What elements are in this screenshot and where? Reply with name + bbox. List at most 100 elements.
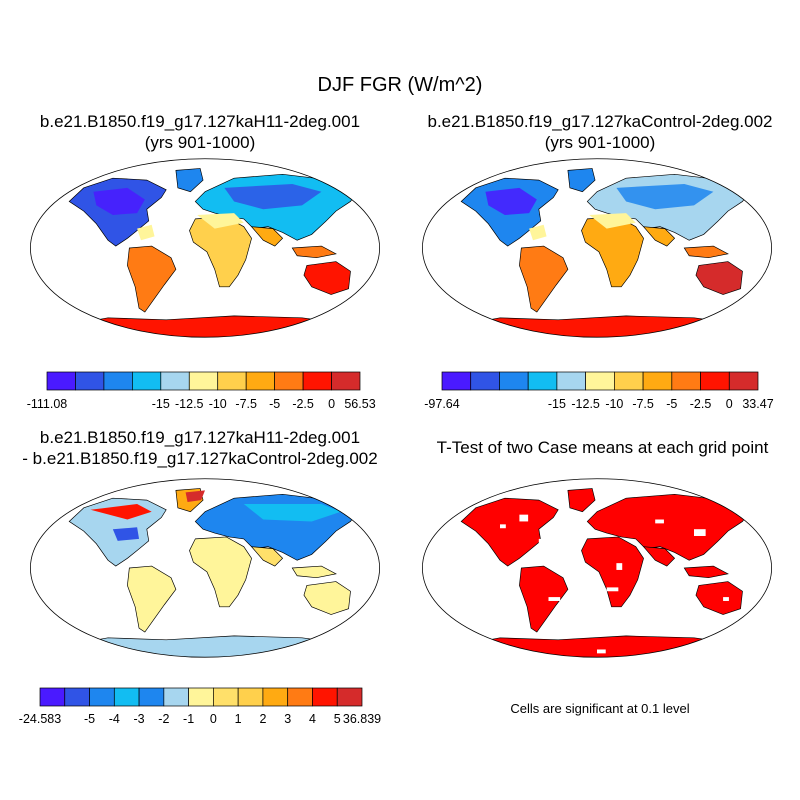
map-outline	[422, 158, 772, 338]
colorbar-swatch	[46, 371, 76, 391]
colorbar-label: 56.53	[344, 397, 375, 411]
colorbar-swatch	[642, 371, 673, 391]
colorbar-label: -1	[183, 712, 194, 726]
figure-title: DJF FGR (W/m^2)	[317, 74, 483, 96]
colorbar-swatch	[132, 371, 162, 391]
colorbar-swatch	[138, 687, 165, 707]
panel-4-title-line1: T-Test of two Case means at each grid po…	[436, 438, 769, 457]
colorbar-label: -97.64	[424, 397, 459, 411]
colorbar-label: -4	[109, 712, 120, 726]
colorbar-label: 2	[259, 712, 266, 726]
colorbar-swatch	[527, 371, 558, 391]
region-id	[291, 565, 337, 579]
map-outline	[30, 158, 380, 338]
colorbar-swatch	[470, 371, 500, 391]
colorbar-label: -24.583	[19, 712, 61, 726]
panel-1-map	[30, 158, 380, 338]
panel-1-title-line1: b.e21.B1850.f19_g17.127kaH11-2deg.001	[39, 112, 361, 131]
region-au	[695, 581, 743, 615]
region-in	[250, 226, 284, 247]
panel-2-title-line1: b.e21.B1850.f19_g17.127kaControl-2deg.00…	[427, 112, 773, 131]
colorbar-label: 0	[328, 397, 335, 411]
region-gl	[175, 168, 204, 193]
colorbar-swatch	[103, 371, 133, 391]
region-an	[49, 315, 361, 338]
colorbar-label: -12.5	[175, 397, 204, 411]
region-in	[250, 546, 284, 567]
region-in	[642, 226, 676, 247]
colorbar-label: -5	[84, 712, 95, 726]
panel-1-title: b.e21.B1850.f19_g17.127kaH11-2deg.001 (y…	[10, 111, 390, 153]
colorbar-swatch	[213, 687, 239, 707]
panel-4-title: T-Test of two Case means at each grid po…	[410, 437, 795, 458]
colorbar-label: -2.5	[690, 397, 712, 411]
colorbar-label: 3	[284, 712, 291, 726]
colorbar-swatch	[113, 687, 140, 707]
panel-3-title-line2: - b.e21.B1850.f19_g17.127kaControl-2deg.…	[22, 449, 378, 468]
colorbar-label: -2	[158, 712, 169, 726]
significance-note: Cells are significant at 0.1 level	[510, 701, 690, 716]
region-au	[303, 581, 351, 615]
panel-1-colorbar: -111.08 -15 -12.5 -10 -7.5 -5 -2.5 0 56.53	[27, 371, 376, 411]
panel-3-map	[30, 478, 380, 658]
colorbar-label: -15	[152, 397, 170, 411]
region-au	[303, 261, 351, 295]
colorbar-label: -15	[548, 397, 566, 411]
panel-1-title-line2: (yrs 901-1000)	[144, 133, 256, 152]
colorbar-label: 4	[309, 712, 316, 726]
colorbar-label: -5	[269, 397, 280, 411]
colorbar-label: -7.5	[632, 397, 654, 411]
colorbar-label: -10	[605, 397, 623, 411]
region-sa	[519, 565, 569, 633]
colorbar-swatch	[237, 687, 264, 707]
panel-3-title-line1: b.e21.B1850.f19_g17.127kaH11-2deg.001	[39, 428, 361, 447]
region-af	[581, 536, 644, 608]
panel-2-title-line2: (yrs 901-1000)	[544, 133, 656, 152]
region-an	[441, 635, 753, 658]
panel-2-title: b.e21.B1850.f19_g17.127kaControl-2deg.00…	[410, 111, 790, 153]
colorbar-swatch	[217, 371, 247, 391]
region-af	[189, 536, 252, 608]
colorbar-label: -111.08	[27, 397, 68, 411]
colorbar-label: -10	[209, 397, 227, 411]
region-id	[683, 565, 729, 579]
region-sa	[127, 565, 177, 633]
colorbar-swatch	[728, 371, 759, 391]
region-af	[581, 216, 644, 288]
region-na	[460, 497, 559, 567]
panel-4-map	[422, 478, 772, 658]
diff-overlay	[90, 490, 341, 541]
map-outline	[30, 478, 380, 658]
region-af	[189, 216, 252, 288]
colorbar-swatch	[262, 687, 289, 707]
colorbar-swatch	[499, 371, 529, 391]
map-outline	[422, 478, 772, 658]
colorbar-label: 33.47	[742, 397, 773, 411]
region-gl	[567, 168, 596, 193]
colorbar-swatch	[312, 687, 338, 707]
colorbar-swatch	[585, 371, 615, 391]
colorbar-swatch	[331, 371, 361, 391]
colorbar-label: -2.5	[292, 397, 314, 411]
colorbar-label: -7.5	[235, 397, 257, 411]
colorbar-label: -5	[666, 397, 677, 411]
colorbar-swatch	[160, 371, 190, 391]
region-id	[683, 245, 729, 259]
panel-3-colorbar: -24.583 -5 -4 -3 -2 -1 0 1 2 3 4 5 36.839	[19, 687, 381, 726]
colorbar-swatch	[671, 371, 701, 391]
cold-interior-overlay	[485, 183, 714, 241]
colorbar-label: 1	[235, 712, 242, 726]
colorbar-label: -12.5	[571, 397, 600, 411]
colorbar-swatch	[75, 371, 105, 391]
colorbar-swatch	[188, 687, 214, 707]
colorbar-swatch	[302, 371, 332, 391]
colorbar-label: 0	[726, 397, 733, 411]
region-au	[695, 261, 743, 295]
region-an	[49, 635, 361, 658]
region-sa	[519, 245, 569, 313]
colorbar-swatch	[274, 371, 304, 391]
colorbar-label: 0	[210, 712, 217, 726]
colorbar-swatch	[64, 687, 90, 707]
region-an	[441, 315, 753, 338]
